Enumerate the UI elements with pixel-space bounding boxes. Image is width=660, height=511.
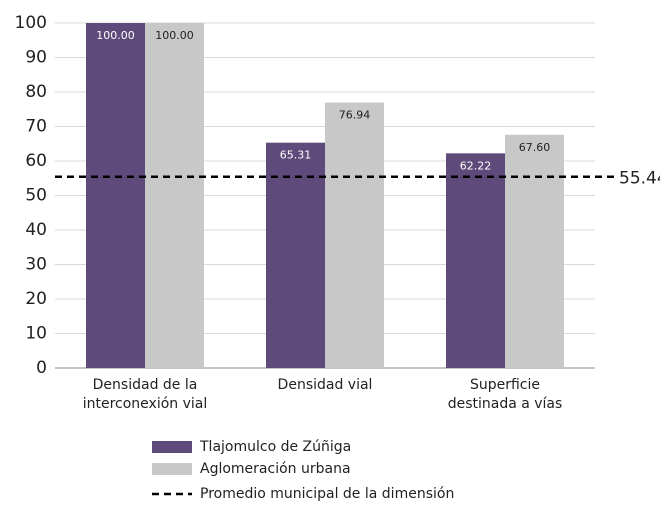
bar — [505, 134, 564, 368]
bar — [86, 23, 145, 368]
value-label: 100.00 — [96, 29, 135, 42]
y-tick-label: 20 — [25, 289, 47, 309]
reference-label: 55.44 — [619, 169, 660, 189]
y-tick-label: 40 — [25, 220, 47, 240]
y-tick-label: 30 — [25, 255, 47, 275]
bar — [266, 142, 325, 368]
y-tick-label: 70 — [25, 117, 47, 137]
legend-swatch — [152, 463, 192, 475]
x-tick-label: Densidad de la interconexión vial — [83, 377, 208, 412]
legend-label: Promedio municipal de la dimensión — [200, 486, 454, 502]
bar — [145, 23, 204, 368]
bar — [325, 102, 384, 368]
y-tick-label: 90 — [25, 48, 47, 68]
legend-swatch — [152, 441, 192, 453]
y-tick-label: 10 — [25, 324, 47, 344]
x-tick-label: Densidad vial — [278, 377, 373, 393]
value-label: 67.60 — [519, 141, 551, 154]
y-tick-label: 50 — [25, 186, 47, 206]
value-label: 76.94 — [339, 109, 371, 122]
y-tick-label: 60 — [25, 151, 47, 171]
legend-label: Aglomeración urbana — [200, 461, 351, 477]
value-label: 62.22 — [460, 159, 492, 172]
y-tick-label: 0 — [36, 358, 47, 378]
y-tick-label: 100 — [15, 13, 47, 33]
y-tick-label: 80 — [25, 82, 47, 102]
legend-label: Tlajomulco de Zúñiga — [199, 439, 351, 455]
value-label: 100.00 — [155, 29, 194, 42]
x-tick-label: Superficie destinada a vías — [448, 377, 563, 412]
bar — [446, 153, 505, 368]
value-label: 65.31 — [280, 149, 312, 162]
